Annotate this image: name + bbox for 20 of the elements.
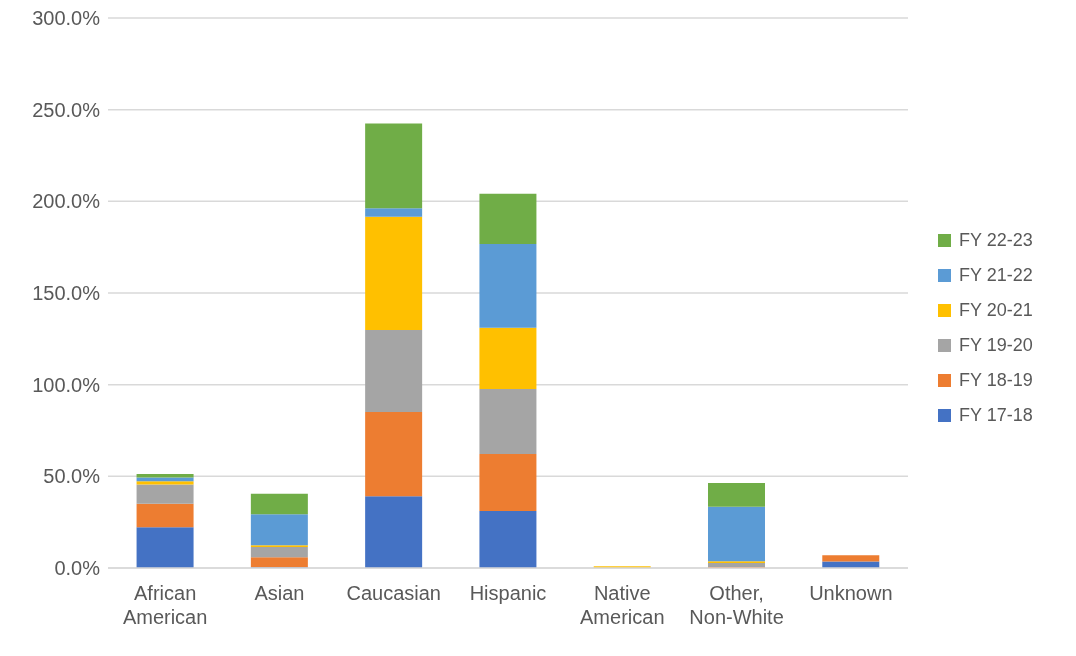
legend-label: FY 20-21 [958, 300, 1034, 321]
x-tick-label: Asian [254, 582, 305, 604]
legend-label: FY 21-22 [958, 265, 1034, 286]
y-tick-label: 0.0% [54, 557, 101, 580]
legend-label: FY 22-23 [958, 230, 1034, 251]
y-tick-label: 250.0% [32, 98, 101, 121]
x-tick-label: Other, Non-White [689, 582, 784, 628]
legend-label: FY 17-18 [958, 405, 1034, 426]
x-tick-label: Hispanic [469, 582, 547, 604]
x-tick-label: Unknown [809, 582, 893, 604]
legend-label: FY 19-20 [958, 335, 1034, 356]
y-tick-label: 300.0% [32, 7, 101, 30]
legend-label: FY 18-19 [958, 370, 1034, 391]
y-tick-label: 50.0% [43, 465, 101, 488]
y-tick-label: 200.0% [32, 190, 101, 213]
x-tick-label: Caucasian [346, 582, 441, 604]
x-tick-label: African American [122, 582, 208, 628]
y-tick-label: 100.0% [32, 373, 101, 396]
x-tick-label: Native American [580, 582, 665, 628]
y-tick-label: 150.0% [32, 282, 101, 305]
